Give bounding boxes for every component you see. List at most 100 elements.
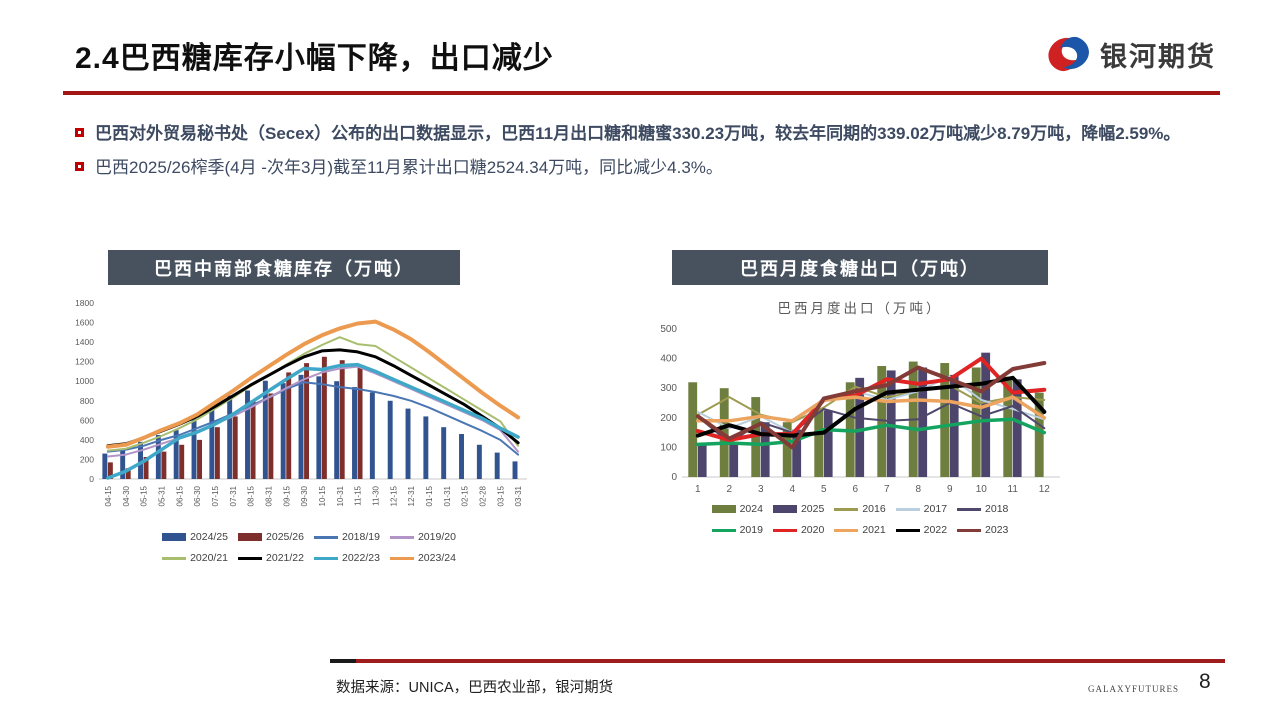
legend-label: 2021/22 (266, 552, 304, 564)
legend-swatch-icon (389, 535, 414, 539)
title-divider (63, 91, 1220, 95)
legend-swatch-icon (772, 505, 797, 513)
legend-item: 2025 (772, 503, 825, 515)
svg-text:0: 0 (671, 472, 677, 483)
legend-item: 2021 (834, 524, 886, 536)
legend-swatch-icon (162, 556, 187, 560)
svg-text:200: 200 (660, 413, 677, 424)
legend-label: 2023/24 (417, 552, 456, 564)
svg-text:11: 11 (1008, 484, 1019, 495)
svg-text:05-15: 05-15 (140, 485, 149, 506)
legend-item: 2018/19 (314, 531, 380, 543)
svg-text:10: 10 (976, 484, 988, 495)
svg-text:8: 8 (915, 484, 921, 495)
bullet-square-icon (75, 128, 84, 137)
legend-label: 2024 (739, 503, 763, 515)
svg-text:04-15: 04-15 (104, 485, 113, 506)
svg-text:05-31: 05-31 (157, 485, 166, 506)
legend-label: 2018/19 (342, 531, 380, 543)
legend-item: 2021/22 (238, 552, 304, 564)
svg-text:300: 300 (660, 383, 677, 394)
svg-text:800: 800 (80, 396, 94, 406)
svg-text:01-15: 01-15 (425, 485, 434, 506)
svg-text:12-15: 12-15 (389, 485, 398, 506)
legend-label: 2019 (739, 524, 763, 536)
svg-text:06-30: 06-30 (193, 485, 202, 506)
svg-text:04-30: 04-30 (122, 485, 131, 506)
chart-legend: 2024/25 2025/26 2018/19 2019/20 2020/21 2021/… (133, 531, 485, 564)
legend-swatch-icon (162, 533, 187, 541)
svg-text:600: 600 (80, 415, 94, 425)
svg-text:1600: 1600 (75, 318, 94, 328)
legend-label: 2020 (800, 524, 825, 536)
legend-item: 2017 (895, 503, 947, 515)
legend-item: 2024 (711, 503, 763, 515)
galaxy-swirl-icon (1048, 36, 1089, 72)
svg-text:03-15: 03-15 (496, 485, 505, 506)
svg-text:09-15: 09-15 (282, 485, 291, 506)
inventory-combo-chart: 0 200 400 600 800 1000 1200 1400 1600 1800 04-15 04… (75, 298, 527, 506)
bullet-square-icon (75, 161, 84, 171)
legend-label: 2016 (862, 503, 886, 515)
legend-item: 2022 (895, 524, 947, 536)
svg-text:07-31: 07-31 (229, 485, 238, 506)
legend-item: 2018 (957, 503, 1008, 515)
svg-text:10-31: 10-31 (336, 485, 345, 506)
legend-swatch-icon (895, 528, 920, 532)
svg-text:500: 500 (660, 324, 677, 335)
legend-item: 2020/21 (162, 552, 228, 564)
bullet-list: 巴西对外贸易秘书处（Secex）公布的出口数据显示，巴西11月出口糖和糖蜜330… (75, 122, 1191, 189)
bullet-text: 巴西2025/26榨季(4月 -次年3月)截至11月累计出口糖2524.34万吨… (95, 157, 723, 177)
legend-swatch-icon (895, 507, 920, 511)
legend-swatch-icon (711, 528, 736, 532)
inventory-chart-card: 巴西中南部食糖库存（万吨） 0 200 400 600 800 1000 1200 1400 1… (63, 250, 535, 564)
legend-label: 2020/21 (190, 552, 229, 564)
legend-label: 2021 (862, 524, 886, 536)
legend-swatch-icon (957, 528, 982, 532)
svg-text:11-15: 11-15 (354, 485, 363, 505)
svg-text:3: 3 (758, 484, 764, 495)
svg-text:1000: 1000 (75, 376, 94, 386)
legend-swatch-icon (238, 556, 263, 560)
chart-title-banner: 巴西中南部食糖库存（万吨） (108, 250, 460, 285)
logo-text: 银河期货 (1100, 41, 1216, 72)
svg-text:08-31: 08-31 (264, 485, 273, 506)
svg-text:6: 6 (852, 484, 858, 495)
legend-label: 2025 (800, 503, 825, 515)
legend-label: 2023 (985, 524, 1009, 536)
legend-swatch-icon (834, 507, 859, 511)
svg-text:09-30: 09-30 (300, 485, 309, 506)
bullet-item: 巴西2025/26榨季(4月 -次年3月)截至11月累计出口糖2524.34万吨… (75, 156, 1191, 181)
legend-swatch-icon (314, 556, 338, 560)
svg-text:02-28: 02-28 (478, 485, 487, 506)
legend-item: 2022/23 (314, 552, 380, 564)
svg-text:200: 200 (80, 454, 94, 464)
svg-text:12: 12 (1039, 484, 1051, 495)
legend-swatch-icon (957, 507, 982, 511)
export-chart-card: 巴西月度食糖出口（万吨） 巴西月度出口（万吨） 0 100 200 300 400 500… (650, 250, 1070, 536)
svg-text:4: 4 (789, 484, 795, 495)
legend-swatch-icon (772, 528, 797, 532)
svg-text:1400: 1400 (75, 337, 94, 347)
legend-item: 2020 (772, 524, 825, 536)
svg-text:1800: 1800 (75, 298, 94, 308)
svg-text:07-15: 07-15 (211, 485, 220, 506)
svg-text:1: 1 (695, 484, 701, 495)
svg-text:5: 5 (821, 484, 827, 495)
legend-label: 2024/25 (190, 531, 229, 543)
svg-text:12-31: 12-31 (407, 485, 416, 506)
svg-text:2: 2 (726, 484, 732, 495)
legend-item: 2023/24 (389, 552, 456, 564)
legend-swatch-icon (834, 528, 859, 532)
legend-label: 2018 (985, 503, 1009, 515)
svg-text:9: 9 (947, 484, 953, 495)
svg-text:1200: 1200 (75, 357, 94, 367)
svg-text:02-15: 02-15 (461, 485, 470, 506)
chart-title-banner: 巴西月度食糖出口（万吨） (672, 250, 1048, 285)
svg-text:400: 400 (80, 435, 94, 445)
svg-text:10-15: 10-15 (318, 485, 327, 506)
chart-subtitle: 巴西月度出口（万吨） (777, 301, 943, 316)
svg-text:03-31: 03-31 (514, 485, 523, 506)
chart-legend: 2024 2025 2016 2017 2018 2019 2020 2021 2022 2023 (690, 503, 1030, 536)
